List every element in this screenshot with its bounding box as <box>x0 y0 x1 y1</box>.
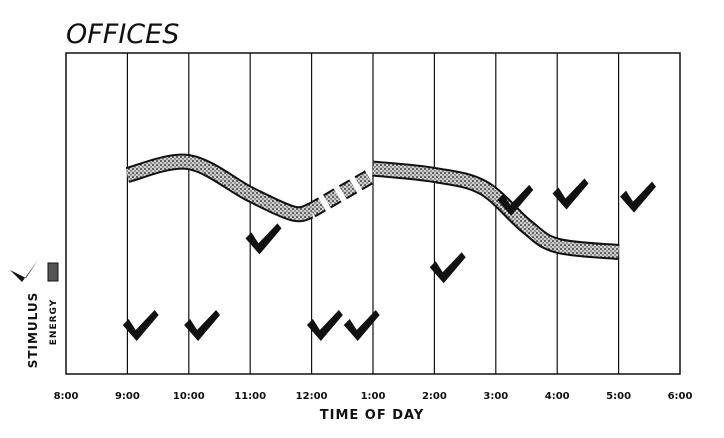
x-axis-label: TIME OF DAY <box>320 408 425 423</box>
x-tick-label: 4:00 <box>545 391 570 402</box>
stimulus-check-icon <box>429 252 466 284</box>
x-tick-labels: 8:00 9:00 10:00 11:00 12:00 1:00 2:00 3:00 4:00 5… <box>54 391 693 402</box>
stimulus-check-icon <box>122 310 159 342</box>
stimulus-check-icon <box>620 181 657 213</box>
x-tick-label: 5:00 <box>606 391 631 402</box>
stimulus-series <box>122 178 657 342</box>
x-tick-label: 3:00 <box>483 391 508 402</box>
y-axis-label-secondary: ENERGY <box>49 299 59 345</box>
energy-band <box>308 169 376 216</box>
stimulus-check-icon <box>184 310 221 342</box>
x-tick-label: 6:00 <box>668 391 693 402</box>
x-tick-label: 2:00 <box>422 391 447 402</box>
chart-title: OFFICES <box>66 19 179 50</box>
stimulus-check-icon <box>497 184 534 216</box>
x-tick-label: 12:00 <box>296 391 328 402</box>
stimulus-check-icon <box>245 223 282 255</box>
x-tick-label: 8:00 <box>54 391 79 402</box>
y-axis-label-group: STIMULUS ENERGY <box>10 260 59 368</box>
y-axis-label: STIMULUS <box>26 292 40 369</box>
energy-legend-swatch <box>47 262 59 282</box>
x-tick-label: 9:00 <box>115 391 140 402</box>
energy-band <box>125 155 314 221</box>
x-tick-label: 1:00 <box>361 391 386 402</box>
x-tick-label: 10:00 <box>173 391 205 402</box>
y-axis-check-icon <box>10 260 38 282</box>
stimulus-check-icon <box>306 310 343 342</box>
stimulus-check-icon <box>552 178 589 210</box>
x-tick-label: 11:00 <box>234 391 266 402</box>
stimulus-check-icon <box>343 310 380 342</box>
